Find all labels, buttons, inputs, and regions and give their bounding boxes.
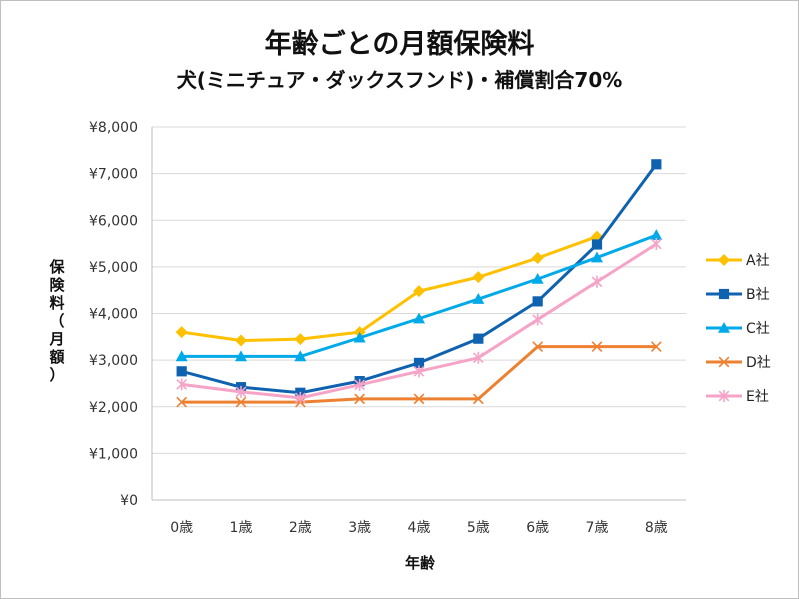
y-tick-label: ¥2,000: [89, 400, 138, 416]
y-axis-title-char: 額: [49, 348, 65, 366]
y-axis-title-char: 料: [49, 294, 65, 312]
series-E社: [176, 238, 662, 404]
x-tick-labels: 0歳 1歳 2歳 3歳 4歳 5歳 6歳 7歳 8歳: [170, 520, 668, 536]
data-point-marker: [651, 159, 662, 170]
data-point-marker: [176, 366, 187, 377]
data-point-marker: [531, 272, 544, 284]
y-tick-label: ¥6,000: [89, 213, 138, 229]
legend-label: A社: [746, 253, 770, 269]
data-point-marker: [294, 333, 307, 346]
y-axis-title-char: 保: [49, 258, 65, 276]
data-point-marker: [650, 229, 663, 240]
y-axis-title-char: 月: [49, 330, 65, 348]
series-lines: [175, 159, 663, 408]
data-point-marker: [650, 238, 662, 251]
x-tick-label: 4歳: [408, 520, 431, 536]
data-point-marker: [354, 393, 366, 405]
legend-item: C社: [706, 321, 770, 337]
data-point-marker: [473, 333, 484, 344]
x-tick-label: 6歳: [526, 520, 549, 536]
x-tick-label: 8歳: [645, 520, 668, 536]
data-point-marker: [718, 322, 730, 333]
chart-title: 年齢ごとの月額保険料: [264, 29, 535, 60]
data-point-marker: [591, 341, 603, 352]
data-point-marker: [591, 239, 603, 250]
y-tick-label: ¥1,000: [89, 446, 138, 462]
data-point-marker: [532, 296, 543, 307]
y-tick-label: ¥8,000: [89, 120, 138, 136]
data-point-marker: [353, 331, 366, 343]
legend: A社 B社 C社 D社 E社: [706, 253, 771, 405]
data-point-marker: [235, 350, 247, 362]
data-point-marker: [235, 334, 247, 347]
data-point-marker: [176, 396, 188, 408]
data-point-marker: [472, 393, 484, 405]
x-tick-label: 7歳: [586, 520, 609, 536]
legend-label: C社: [746, 321, 770, 337]
data-point-marker: [532, 313, 544, 326]
data-point-marker: [591, 275, 603, 288]
data-point-marker: [413, 393, 425, 405]
data-point-marker: [175, 326, 188, 339]
series-A社: [175, 230, 603, 347]
legend-item: E社: [706, 389, 769, 405]
legend-label: E社: [746, 389, 769, 405]
axes: [151, 127, 686, 501]
data-point-marker: [650, 341, 662, 352]
y-tick-label: ¥4,000: [89, 307, 138, 323]
x-axis-title: 年齢: [405, 554, 436, 572]
x-tick-label: 5歳: [467, 520, 490, 536]
data-point-marker: [294, 350, 307, 362]
x-tick-label: 2歳: [289, 520, 312, 536]
series-line: [181, 235, 598, 343]
data-point-marker: [413, 357, 425, 369]
x-tick-label: 3歳: [348, 520, 371, 536]
legend-label: D社: [746, 355, 771, 371]
data-point-marker: [294, 391, 306, 404]
x-tick-label: 1歳: [230, 520, 253, 536]
y-tick-labels: ¥0 ¥1,000 ¥2,000 ¥3,000 ¥4,000 ¥5,000 ¥6,000 ¥7…: [89, 120, 138, 509]
legend-item: A社: [706, 253, 770, 269]
y-axis-title-char: 険: [49, 276, 65, 294]
data-point-marker: [718, 390, 730, 402]
data-point-marker: [718, 254, 730, 266]
y-axis-title: 保険料（月額）: [47, 258, 67, 384]
legend-label: B社: [746, 287, 770, 303]
y-tick-label: ¥0: [120, 493, 138, 509]
data-point-marker: [413, 312, 425, 324]
series-B社: [176, 159, 662, 398]
legend-item: B社: [706, 287, 770, 303]
series-D社: [176, 341, 662, 408]
series-C社: [175, 229, 663, 362]
chart-subtitle: 犬(ミニチュア・ダックスフンド)・補償割合70%: [176, 68, 623, 92]
data-point-marker: [413, 365, 425, 378]
data-point-marker: [472, 271, 485, 284]
data-point-marker: [472, 351, 484, 364]
legend-item: D社: [706, 355, 771, 371]
y-tick-label: ¥5,000: [89, 260, 138, 276]
data-point-marker: [532, 341, 544, 352]
data-point-marker: [413, 285, 425, 298]
data-point-marker: [472, 293, 485, 304]
data-point-marker: [591, 251, 603, 263]
data-point-marker: [354, 378, 366, 391]
data-point-marker: [531, 252, 544, 265]
y-axis-title-char: （: [49, 312, 65, 330]
x-tick-label: 0歳: [170, 520, 193, 536]
data-point-marker: [176, 378, 188, 391]
data-point-marker: [175, 350, 188, 362]
data-point-marker: [235, 385, 247, 398]
data-point-marker: [718, 356, 730, 368]
y-tick-label: ¥7,000: [89, 167, 138, 183]
y-tick-label: ¥3,000: [89, 353, 138, 369]
data-point-marker: [235, 396, 247, 408]
data-point-marker: [718, 288, 730, 300]
y-axis-title-char: ）: [49, 366, 65, 384]
